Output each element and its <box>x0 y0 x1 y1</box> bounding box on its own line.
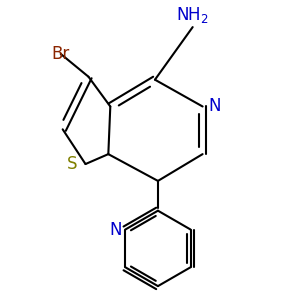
Text: Br: Br <box>52 45 70 63</box>
Text: N: N <box>109 220 122 238</box>
Text: S: S <box>67 155 78 173</box>
Text: N: N <box>208 98 221 116</box>
Text: NH$_2$: NH$_2$ <box>176 5 209 25</box>
